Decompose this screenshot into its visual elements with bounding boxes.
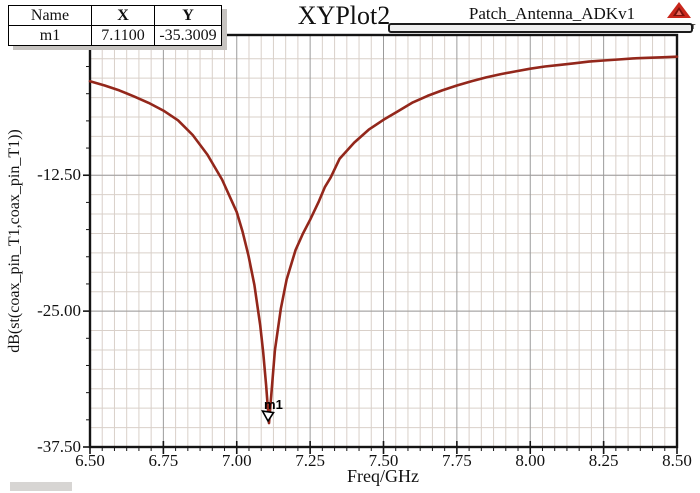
x-axis-label: Freq/GHz (347, 466, 419, 486)
marker-col-name: Name (8, 5, 92, 26)
y-axis-label: dB(st(coax_pin_T1,coax_pin_T1)) (6, 129, 23, 353)
marker-name-value: m1 (8, 25, 92, 46)
x-tick-label: 7.75 (442, 451, 472, 470)
marker-table-row: m1 7.1100 -35.3009 (8, 25, 222, 46)
marker-col-y: Y (154, 5, 222, 26)
x-tick-label: 8.00 (515, 451, 546, 470)
x-tick-label: 6.75 (148, 451, 179, 470)
legend-bar[interactable] (388, 23, 693, 33)
y-tick-label: -25.00 (37, 301, 81, 321)
ansoft-triangle-icon (667, 2, 691, 18)
plot-subtitle: Patch_Antenna_ADKv1 (468, 4, 636, 23)
y-tick-label: -12.50 (37, 165, 81, 185)
marker-table[interactable]: Name X Y m1 7.1100 -35.3009 (8, 5, 222, 46)
x-tick-label: 7.00 (221, 451, 252, 470)
x-tick-label: 7.50 (368, 451, 399, 470)
s11-curve[interactable] (88, 55, 679, 425)
marker-y-value: -35.3009 (154, 25, 222, 46)
m1-marker-triangle-icon[interactable] (261, 410, 275, 423)
page-title: XYPlot2 (297, 1, 391, 30)
scroll-artifact (10, 482, 72, 491)
m1-marker-label[interactable]: m1 (264, 397, 283, 412)
x-tick-label: 8.25 (588, 451, 619, 470)
x-tick-label: 7.25 (295, 451, 325, 470)
x-tick-label: 6.50 (75, 451, 105, 470)
y-tick-label: -37.50 (37, 437, 81, 456)
marker-x-value: 7.1100 (91, 25, 155, 46)
marker-table-header: Name X Y (8, 5, 222, 26)
marker-col-x: X (91, 5, 155, 26)
plot-svg[interactable]: m1 (83, 33, 690, 463)
x-tick-label: 8.50 (662, 451, 692, 470)
